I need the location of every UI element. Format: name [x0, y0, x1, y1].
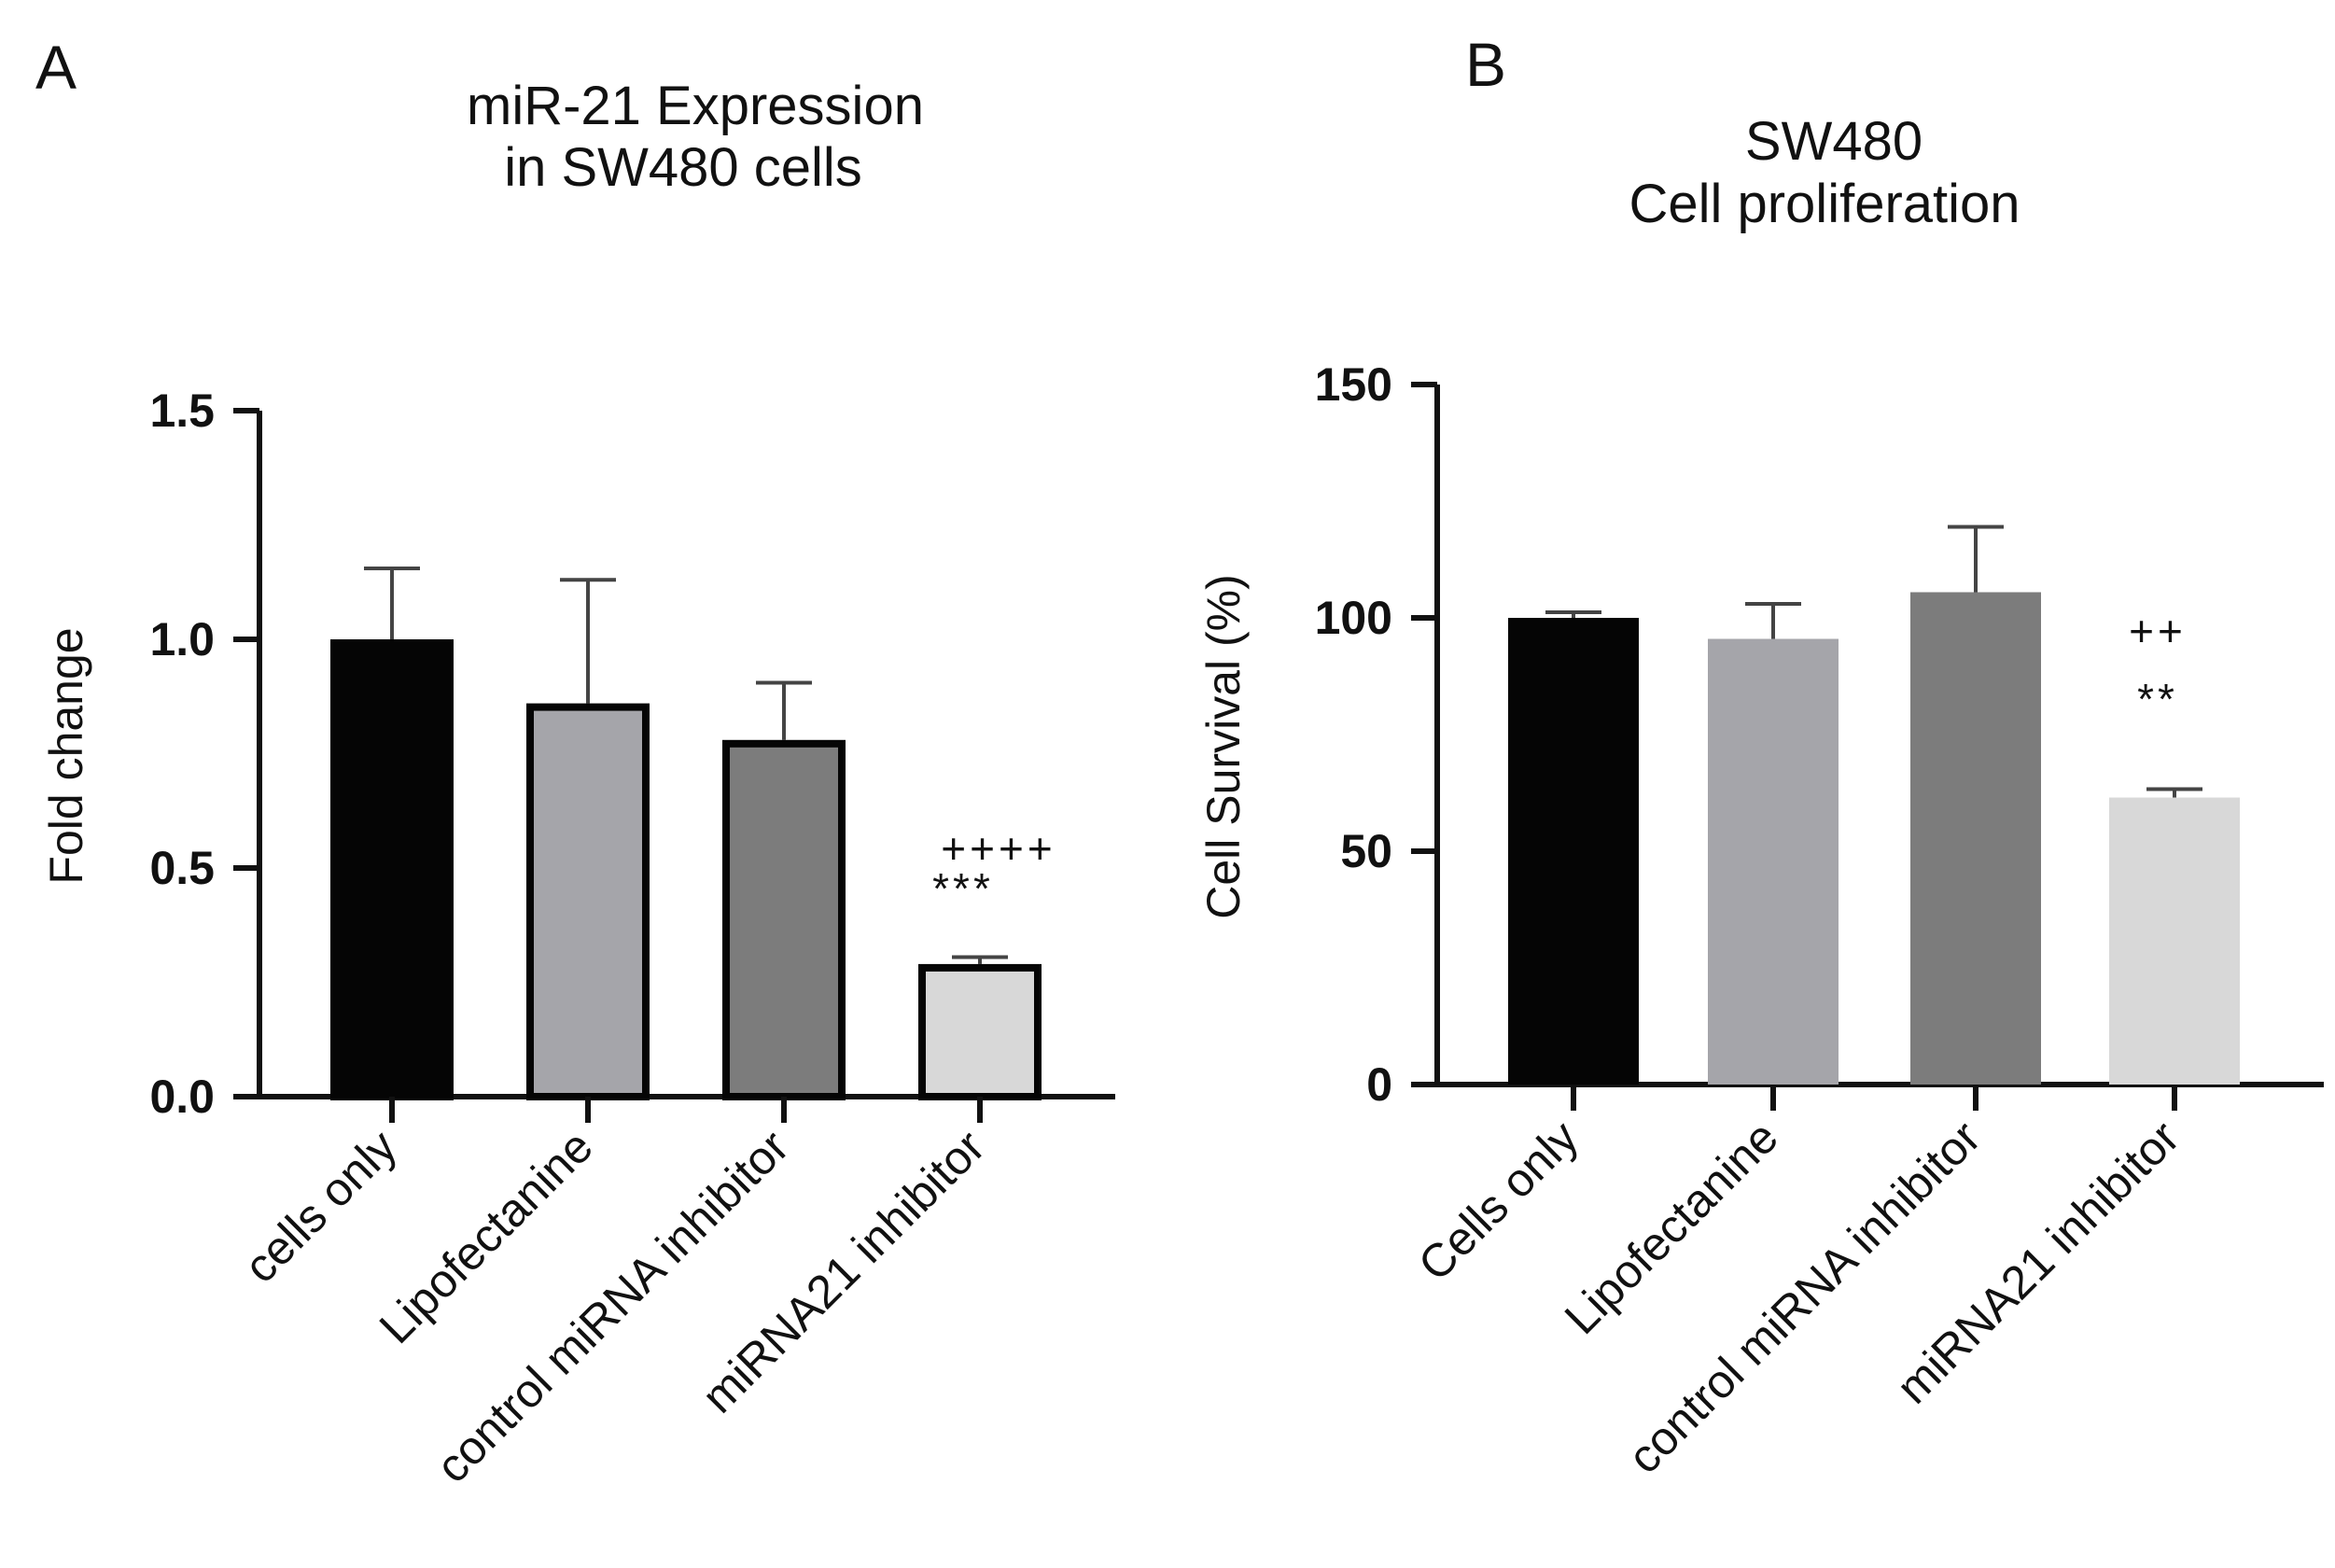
chart-b-significance-label: **: [2137, 675, 2178, 723]
chart-b-title-line-1: SW480: [1745, 111, 1923, 172]
chart-b-y-tick-label: 50: [1340, 825, 1392, 877]
chart-b-y-tick-label: 100: [1315, 592, 1392, 644]
chart-b-category-label: Cells only: [1408, 1111, 1588, 1291]
chart-a-bar: [330, 639, 454, 1100]
chart-b: 0 50 100 150 Cell Survival (%) Cells onlyLipo…: [1197, 358, 2324, 1483]
chart-b-category-label: control miRNA inhibitor: [1618, 1111, 1991, 1483]
chart-b-bar: [1910, 592, 2041, 1085]
chart-b-y-tick-label: 0: [1366, 1058, 1392, 1111]
chart-b-y-tick-label: 150: [1315, 358, 1392, 411]
chart-a-bar: [918, 963, 1042, 1101]
chart-a-bar: [526, 703, 650, 1100]
chart-b-bar: [1508, 618, 1639, 1085]
chart-a-title-line-2: in SW480 cells: [504, 137, 862, 198]
chart-b-bar: [2109, 797, 2240, 1085]
chart-a-title-line-1: miR-21 Expression: [467, 76, 924, 136]
chart-a-y-tick-label: 0.5: [149, 842, 215, 894]
chart-a-significance-label: ++++: [941, 824, 1056, 873]
chart-b-significance-label: ++: [2129, 607, 2187, 655]
chart-b-title-line-2: Cell proliferation: [1629, 174, 2020, 234]
panel-a-letter: A: [35, 33, 77, 102]
panel-b-letter: B: [1465, 30, 1506, 99]
chart-b-bar: [1708, 638, 1839, 1085]
chart-b-category-label: Lipofectanine: [1555, 1111, 1788, 1344]
chart-a-y-axis-label: Fold change: [40, 627, 92, 884]
chart-a-y-tick-label: 1.0: [149, 613, 215, 665]
chart-a-significance-label: ***: [932, 864, 994, 913]
chart-a-category-label: control miRNA inhibitor: [426, 1120, 799, 1492]
chart-a-bar: [722, 739, 846, 1100]
chart-a-category-label: cells only: [234, 1120, 407, 1293]
chart-b-y-axis-label: Cell Survival (%): [1197, 574, 1250, 919]
chart-a-y-tick-label: 0.0: [149, 1071, 215, 1123]
chart-a-y-tick-label: 1.5: [149, 385, 215, 437]
